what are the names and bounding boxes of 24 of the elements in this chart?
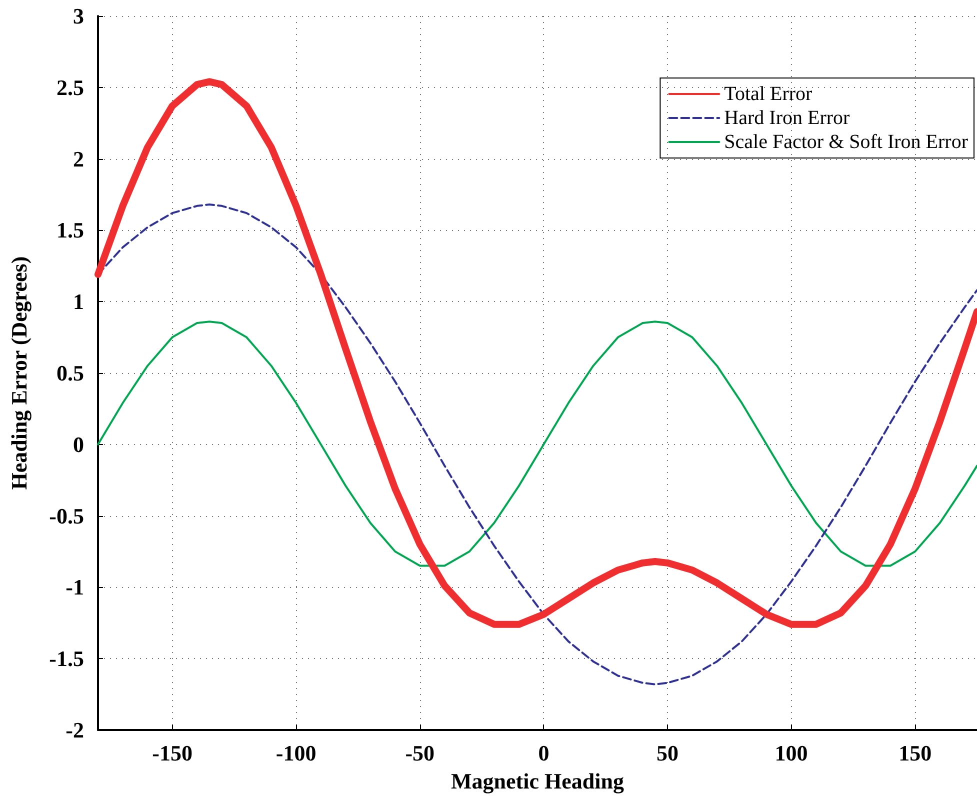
x-tick-label: 150 (898, 740, 932, 766)
y-tick-label: -1 (66, 574, 84, 600)
y-tick-label: 1 (73, 289, 84, 314)
legend-label: Scale Factor & Soft Iron Error (724, 131, 968, 153)
x-tick-label: 50 (656, 740, 678, 766)
y-tick-label: 2 (73, 146, 84, 172)
y-tick-label: -0.5 (49, 503, 84, 528)
x-tick-label: -150 (152, 740, 192, 766)
y-tick-label: 0.5 (56, 360, 84, 386)
y-tick-label: 2.5 (56, 74, 84, 100)
y-tick-label: 3 (73, 4, 84, 28)
x-axis-title: Magnetic Heading (451, 768, 624, 794)
y-axis-title: Heading Error (Degrees) (6, 256, 32, 490)
x-tick-label: 100 (774, 740, 808, 766)
x-tick-label: -50 (405, 740, 435, 766)
x-tick-label: 0 (538, 740, 550, 766)
legend-label: Total Error (724, 83, 813, 105)
line-series (97, 320, 977, 567)
y-tick-label: 0 (73, 432, 84, 457)
x-tick-label: -100 (276, 740, 316, 766)
y-tick-label: -2 (66, 718, 84, 742)
legend-label: Hard Iron Error (724, 107, 850, 129)
y-tick-label: 1.5 (56, 218, 84, 243)
y-tick-label: -1.5 (49, 646, 84, 672)
